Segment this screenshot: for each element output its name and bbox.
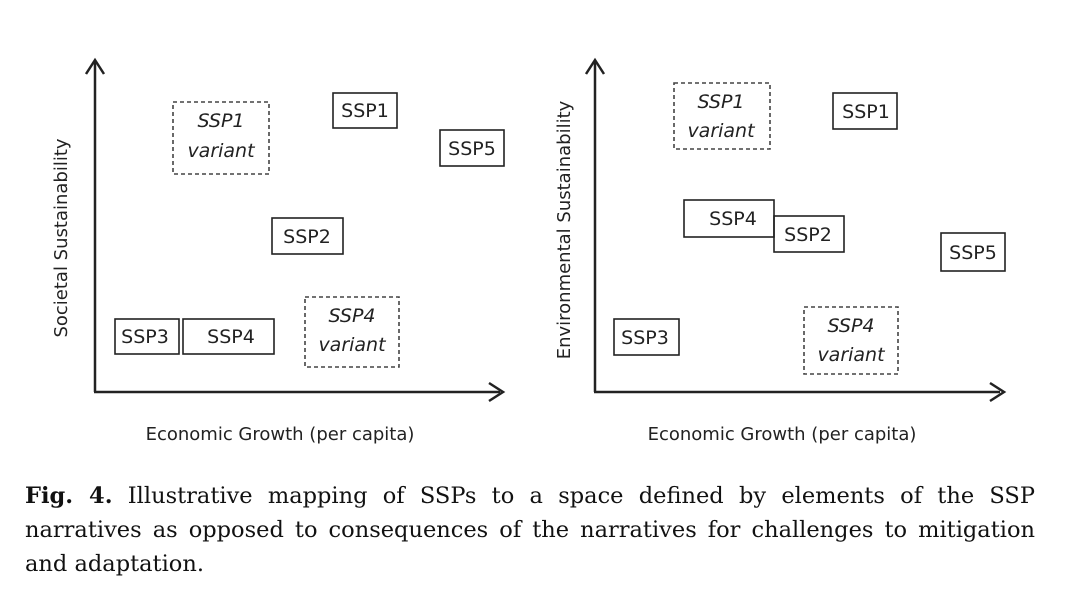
box-label: SSP4 bbox=[207, 326, 255, 348]
box-label-line-2: variant bbox=[817, 344, 886, 366]
ssp4-box: SSP4 bbox=[182, 318, 275, 355]
y-axis-title: Societal Sustainability bbox=[51, 138, 72, 337]
box-label: SSP3 bbox=[121, 326, 169, 348]
ssp5-box: SSP5 bbox=[439, 129, 505, 167]
x-axis-title: Economic Growth (per capita) bbox=[146, 424, 415, 445]
panel-left: Societal Sustainability Economic Growth … bbox=[51, 57, 506, 445]
ssp2-box: SSP2 bbox=[271, 217, 344, 255]
x-axis-arrowhead bbox=[488, 381, 506, 403]
caption-text: Illustrative mapping of SSPs to a space … bbox=[25, 483, 1035, 577]
ssp4-box: SSP4 bbox=[683, 199, 775, 238]
box-label-line-1: SSP1 bbox=[698, 91, 745, 113]
box-label: SSP3 bbox=[621, 327, 669, 349]
figure-diagram: Societal Sustainability Economic Growth … bbox=[51, 57, 1007, 445]
ssp1-box: SSP1 bbox=[332, 92, 398, 129]
ssp4-variant-box: SSP4 variant bbox=[304, 296, 400, 368]
ssp4-variant-box: SSP4 variant bbox=[803, 306, 899, 375]
caption-label: Fig. 4. bbox=[25, 483, 113, 509]
box-label: SSP5 bbox=[949, 242, 997, 264]
x-axis-arrowhead bbox=[989, 381, 1007, 403]
ssp1-variant-box: SSP1 variant bbox=[172, 101, 270, 175]
box-label-line-2: variant bbox=[687, 120, 756, 142]
box-label: SSP5 bbox=[448, 138, 496, 160]
figure-caption: Fig. 4. Illustrative mapping of SSPs to … bbox=[25, 479, 1035, 581]
box-label: SSP1 bbox=[341, 100, 389, 122]
box-label-line-2: variant bbox=[187, 140, 256, 162]
ssp1-variant-box: SSP1 variant bbox=[673, 82, 771, 150]
ssp3-box: SSP3 bbox=[114, 318, 180, 355]
x-axis-title: Economic Growth (per capita) bbox=[648, 424, 917, 445]
box-label-line-1: SSP4 bbox=[828, 315, 875, 337]
y-axis-title: Environmental Sustainability bbox=[554, 100, 575, 359]
box-label-line-1: SSP1 bbox=[198, 110, 245, 132]
panel-right: Environmental Sustainability Economic Gr… bbox=[554, 57, 1007, 445]
box-label-line-2: variant bbox=[318, 334, 387, 356]
box-label: SSP2 bbox=[784, 224, 832, 246]
ssp5-box: SSP5 bbox=[940, 232, 1006, 272]
box-label: SSP4 bbox=[709, 208, 757, 230]
ssp3-box: SSP3 bbox=[613, 318, 680, 356]
box-label-line-1: SSP4 bbox=[329, 305, 376, 327]
y-axis-arrowhead bbox=[584, 57, 606, 75]
ssp2-box: SSP2 bbox=[773, 215, 845, 253]
box-label: SSP1 bbox=[842, 101, 890, 123]
box-label: SSP2 bbox=[283, 226, 331, 248]
y-axis-arrowhead bbox=[84, 57, 106, 75]
ssp1-box: SSP1 bbox=[832, 92, 898, 130]
